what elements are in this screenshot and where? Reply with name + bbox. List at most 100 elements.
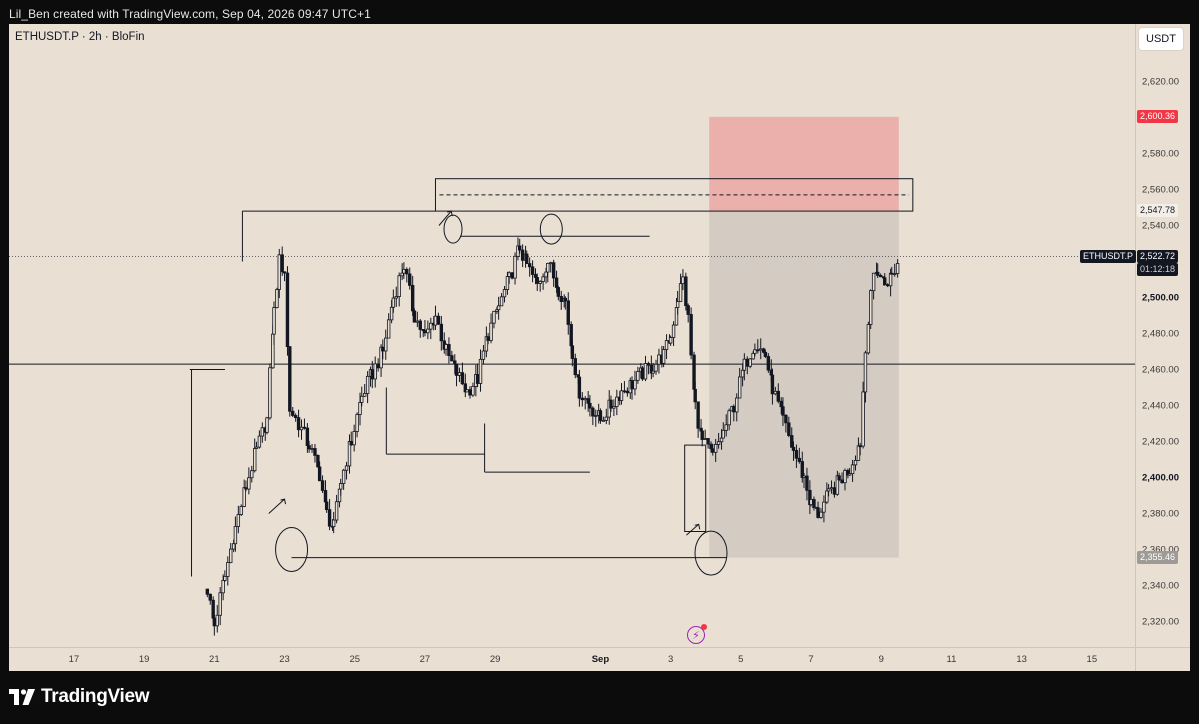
- hand-drawn-arrow: [686, 523, 701, 536]
- chart-frame[interactable]: ETHUSDT.P · 2h · BloFin USDT 2,620.00 2,5…: [9, 24, 1190, 671]
- candle-body: [800, 461, 804, 478]
- currency-button[interactable]: USDT: [1139, 28, 1183, 50]
- candle-body: [657, 354, 661, 365]
- candle-body: [324, 501, 329, 511]
- candle-body: [686, 305, 690, 315]
- date-tick-label: 11: [946, 654, 957, 665]
- candle-body: [389, 306, 394, 321]
- flash-icon[interactable]: ⚡: [687, 624, 707, 644]
- candle-body: [700, 430, 704, 440]
- entry-price-tag: 2,547.78: [1137, 204, 1179, 218]
- candle-body: [601, 419, 606, 422]
- target-price-tag: 2,355.46: [1137, 550, 1179, 564]
- candle-body: [819, 511, 823, 518]
- candle-body: [272, 307, 276, 335]
- candle-body: [554, 277, 559, 288]
- candle-body: [853, 460, 858, 466]
- candle-body: [475, 374, 480, 384]
- candle-body: [843, 470, 847, 484]
- chart-caption: Lil_Ben created with TradingView.com, Se…: [9, 7, 371, 21]
- candle-body: [643, 363, 648, 380]
- candle-body: [580, 397, 585, 401]
- date-tick-label: 9: [878, 654, 884, 665]
- candle-body: [664, 340, 669, 350]
- candle-body: [551, 262, 556, 279]
- candle-body: [527, 263, 532, 268]
- candle-body: [239, 506, 243, 515]
- candle-body: [489, 322, 493, 341]
- candle-body: [253, 448, 257, 472]
- candle-body: [282, 271, 287, 274]
- candle-body: [265, 417, 269, 433]
- candle-body: [268, 367, 272, 419]
- candle-body: [331, 519, 336, 528]
- candle-body: [418, 320, 422, 330]
- candle-body: [847, 473, 852, 476]
- candle-body: [285, 272, 290, 348]
- bracket-box: [684, 444, 707, 533]
- time-axis-divider: [9, 647, 1190, 648]
- candle-body: [305, 427, 310, 447]
- candle-body: [829, 487, 834, 490]
- candle-body: [633, 379, 637, 390]
- stop-loss-zone: [709, 116, 899, 212]
- candle-body: [444, 344, 448, 350]
- candle-body: [549, 262, 553, 265]
- candle-body: [275, 289, 279, 308]
- candle-body: [344, 465, 349, 471]
- candle-body: [242, 487, 246, 507]
- candle-body: [784, 414, 788, 424]
- candle-body: [415, 320, 420, 323]
- candle-body: [299, 426, 304, 431]
- price-tick-label: 2,580.00: [1142, 148, 1179, 159]
- candle-body: [895, 263, 900, 274]
- candle-body: [471, 386, 475, 396]
- candle-body: [805, 475, 809, 491]
- candle-body: [583, 398, 587, 401]
- candle-body: [499, 296, 504, 307]
- candle-body: [588, 402, 592, 409]
- tradingview-logo[interactable]: TradingView: [9, 686, 150, 708]
- candle-body: [397, 275, 401, 297]
- candle-body: [454, 363, 459, 376]
- candle-body: [362, 393, 367, 397]
- candle-body: [296, 417, 301, 431]
- bracket-line: [191, 369, 225, 577]
- candle-body: [405, 268, 409, 275]
- candle-body: [205, 588, 210, 595]
- last-price-symbol-tag: ETHUSDT.P: [1080, 249, 1137, 263]
- hand-drawn-arrow: [268, 498, 287, 514]
- candle-body: [651, 370, 655, 374]
- price-tick-label: 2,400.00: [1142, 472, 1179, 483]
- candle-body: [538, 281, 542, 284]
- candle-body: [878, 275, 883, 278]
- candle-body: [457, 372, 462, 376]
- candle-body: [630, 380, 634, 390]
- candle-body: [257, 435, 262, 448]
- symbol-label[interactable]: ETHUSDT.P · 2h · BloFin: [15, 31, 145, 43]
- date-tick-label: 23: [279, 654, 290, 665]
- price-tick-label: 2,360.00: [1142, 544, 1179, 555]
- candle-body: [802, 475, 806, 478]
- candle-body: [825, 490, 829, 503]
- candle-body: [761, 348, 766, 353]
- candle-body: [510, 272, 514, 279]
- candle-body: [402, 268, 406, 274]
- candle-body: [781, 406, 785, 416]
- candle-body: [453, 360, 457, 365]
- chart-canvas[interactable]: [9, 24, 1190, 671]
- candle-body: [423, 330, 427, 334]
- date-tick-label: 19: [138, 654, 150, 665]
- candle-body: [856, 445, 861, 461]
- candle-body: [671, 324, 676, 338]
- candle-body: [689, 314, 693, 356]
- candle-body: [773, 390, 778, 395]
- candle-body: [412, 310, 417, 323]
- candle-body: [753, 349, 757, 354]
- candle-body: [478, 358, 483, 384]
- candle-body: [797, 457, 802, 462]
- candle-body: [888, 272, 893, 287]
- candle-body: [566, 300, 570, 325]
- candle-body: [358, 401, 362, 415]
- candle-body: [837, 475, 841, 481]
